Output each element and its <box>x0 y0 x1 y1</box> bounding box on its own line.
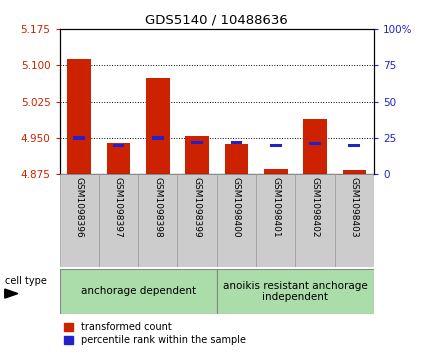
Text: anoikis resistant anchorage
independent: anoikis resistant anchorage independent <box>223 281 368 302</box>
Text: GSM1098403: GSM1098403 <box>350 177 359 238</box>
Text: GSM1098400: GSM1098400 <box>232 177 241 238</box>
Text: GSM1098396: GSM1098396 <box>75 177 84 238</box>
Bar <box>230 141 242 144</box>
Bar <box>256 174 295 267</box>
Text: GSM1098398: GSM1098398 <box>153 177 162 238</box>
Text: GSM1098399: GSM1098399 <box>193 177 201 238</box>
Bar <box>107 143 130 174</box>
Bar <box>146 78 170 174</box>
Bar <box>309 142 321 145</box>
Bar <box>73 136 85 139</box>
Text: GSM1098402: GSM1098402 <box>311 177 320 237</box>
Bar <box>348 144 360 147</box>
Bar <box>67 59 91 174</box>
Text: anchorage dependent: anchorage dependent <box>81 286 196 296</box>
Text: GSM1098401: GSM1098401 <box>271 177 280 238</box>
Bar <box>224 144 248 174</box>
Text: GSM1098397: GSM1098397 <box>114 177 123 238</box>
Bar <box>99 174 138 267</box>
Bar <box>138 174 178 267</box>
Title: GDS5140 / 10488636: GDS5140 / 10488636 <box>145 13 288 26</box>
Bar <box>217 269 374 314</box>
Bar <box>113 144 125 147</box>
Text: cell type: cell type <box>5 276 47 286</box>
Bar <box>270 144 282 147</box>
Bar <box>191 141 203 144</box>
Bar <box>217 174 256 267</box>
Bar <box>343 170 366 174</box>
Bar <box>178 174 217 267</box>
Bar <box>60 269 217 314</box>
Bar <box>60 174 99 267</box>
Bar <box>303 119 327 174</box>
Bar <box>264 170 287 174</box>
Polygon shape <box>5 289 18 298</box>
Legend: transformed count, percentile rank within the sample: transformed count, percentile rank withi… <box>64 322 246 346</box>
Bar <box>295 174 335 267</box>
Bar <box>335 174 374 267</box>
Bar <box>152 136 164 139</box>
Bar <box>185 135 209 174</box>
